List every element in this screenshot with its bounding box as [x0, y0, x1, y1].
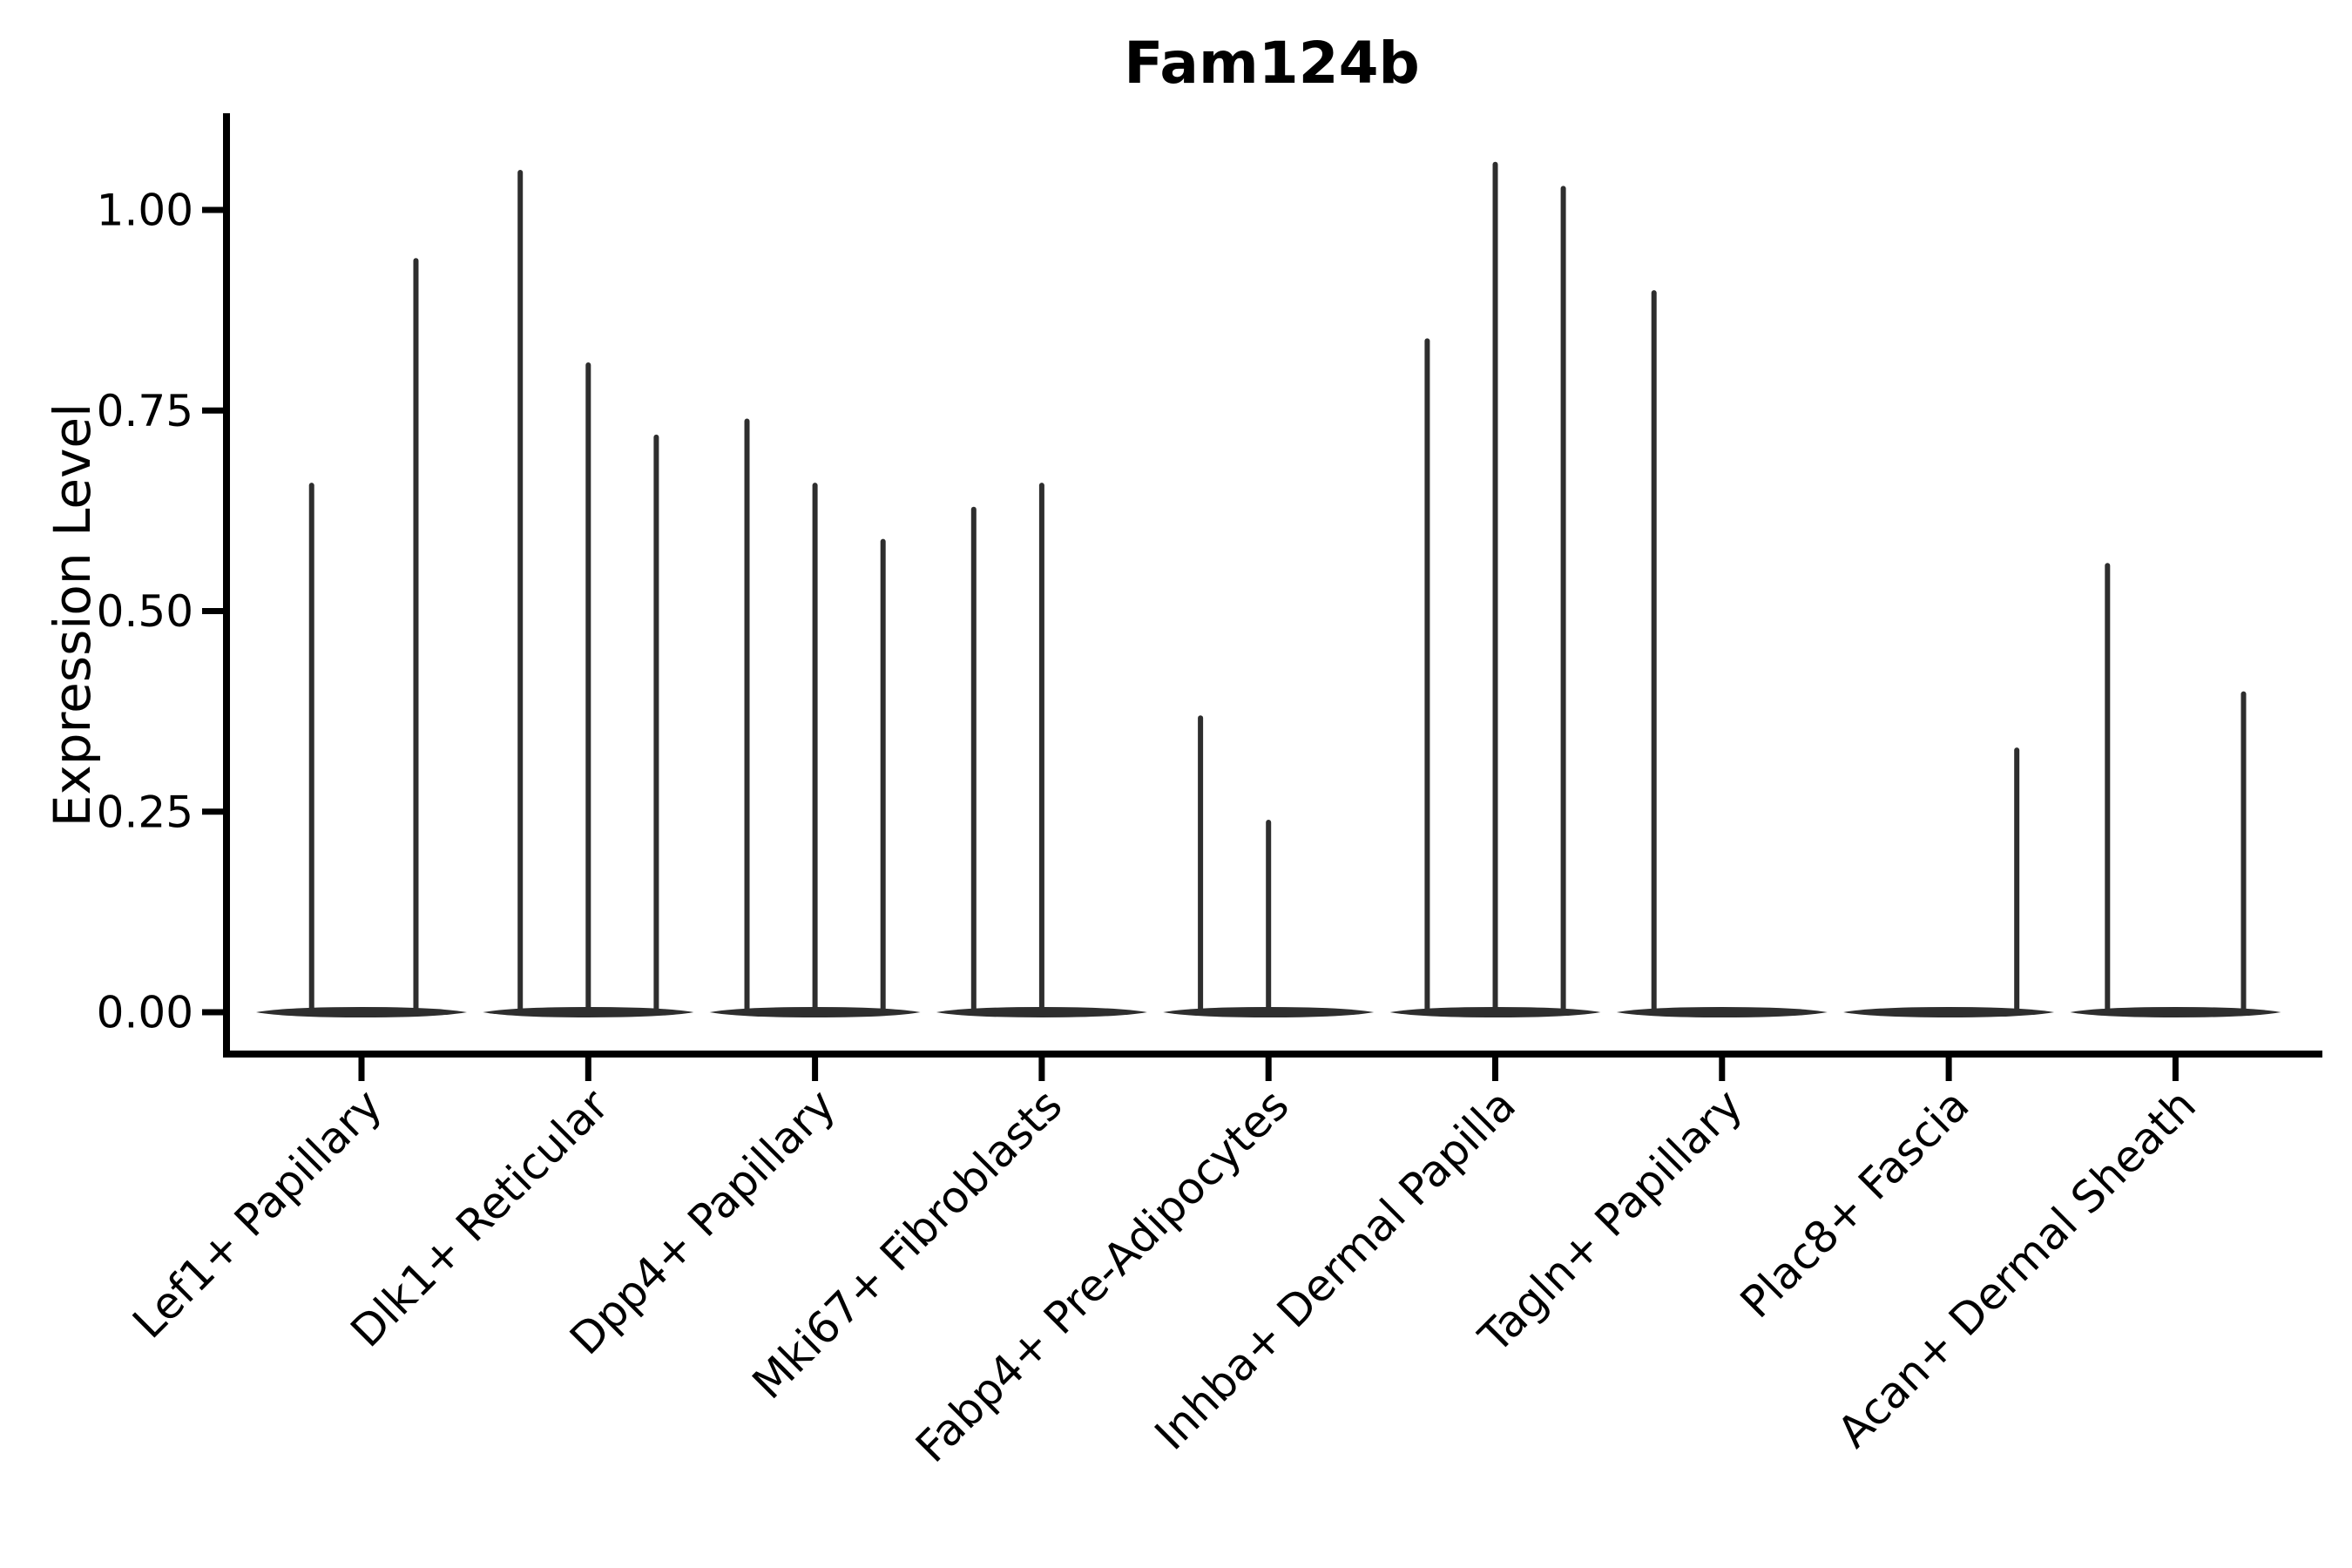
violin-base: [2070, 1007, 2281, 1017]
x-tick-label: Plac8+ Fascia: [1731, 1079, 1979, 1328]
y-tick-label: 1.00: [97, 186, 193, 236]
violin-group: [256, 258, 467, 1017]
violin-group: [1616, 290, 1828, 1017]
violin-base: [1616, 1007, 1828, 1017]
violin-group: [1843, 747, 2055, 1017]
x-tick-label: Fabp4+ Pre-Adipocytes: [906, 1079, 1299, 1472]
y-tick-label: 0.75: [97, 386, 193, 436]
violin-group: [936, 483, 1147, 1017]
y-tick-label: 0.00: [97, 988, 193, 1038]
violin-group: [1163, 715, 1375, 1017]
violin-base: [1843, 1007, 2055, 1017]
x-tick-label: Acan+ Dermal Sheath: [1828, 1079, 2206, 1457]
violin-base: [256, 1007, 467, 1017]
chart-title: Fam124b: [1124, 30, 1420, 97]
y-tick-label: 0.50: [97, 586, 193, 637]
y-tick-label: 0.25: [97, 787, 193, 837]
violin-group: [483, 169, 694, 1017]
x-tick-label: Lef1+ Papillary: [123, 1079, 391, 1348]
x-tick-label: Inhba+ Dermal Papilla: [1146, 1079, 1525, 1459]
violin-group: [2070, 563, 2281, 1017]
violin-group: [1389, 161, 1601, 1017]
violin-group: [709, 418, 921, 1017]
